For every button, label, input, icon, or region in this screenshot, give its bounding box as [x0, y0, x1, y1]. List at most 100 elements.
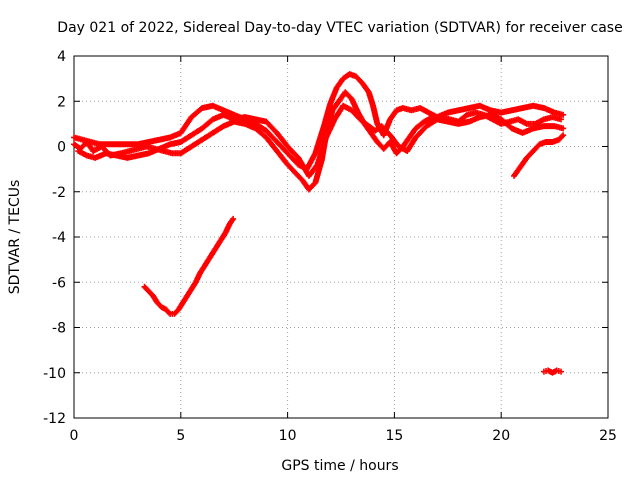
data-point — [190, 134, 193, 136]
data-point — [180, 132, 182, 134]
data-point — [410, 109, 413, 112]
data-point — [316, 163, 319, 166]
data-point — [402, 107, 404, 109]
data-point — [423, 120, 426, 123]
data-point — [212, 252, 214, 254]
y-tick-label: -8 — [52, 321, 66, 337]
data-point — [165, 308, 167, 311]
data-point — [158, 147, 161, 150]
series-track-main-high — [71, 71, 567, 173]
data-point — [222, 109, 225, 112]
data-point — [190, 116, 193, 118]
data-point — [555, 369, 558, 372]
data-point — [81, 138, 84, 141]
data-point — [301, 179, 304, 182]
data-point — [286, 163, 289, 166]
data-point — [395, 152, 398, 155]
data-point — [489, 114, 492, 116]
data-point — [169, 143, 171, 146]
chart-title: Day 021 of 2022, Sidereal Day-to-day VTE… — [57, 20, 622, 36]
data-point — [361, 82, 364, 84]
data-point — [254, 118, 257, 121]
data-point — [560, 118, 562, 121]
data-point — [389, 141, 391, 143]
data-point — [137, 154, 139, 157]
x-axis-label: GPS time / hours — [281, 458, 398, 474]
data-point — [224, 231, 227, 234]
data-point — [201, 138, 203, 141]
data-point — [500, 118, 503, 121]
data-point — [447, 120, 449, 123]
data-point — [207, 258, 210, 261]
data-point — [562, 134, 564, 136]
x-tick-label: 5 — [176, 428, 185, 444]
data-point — [212, 104, 214, 107]
data-point — [308, 175, 310, 177]
data-point — [199, 272, 201, 275]
data-point — [551, 141, 554, 143]
data-point — [229, 222, 231, 225]
x-tick-label: 15 — [385, 428, 403, 444]
data-point — [297, 157, 300, 159]
data-point — [276, 150, 278, 152]
data-point — [382, 134, 385, 136]
data-point — [342, 104, 344, 107]
data-point — [137, 143, 139, 146]
data-point — [553, 111, 556, 114]
y-tick-label: -4 — [52, 230, 66, 246]
data-point — [521, 107, 524, 109]
data-point — [513, 175, 515, 177]
x-tick-label: 25 — [599, 428, 617, 444]
data-point — [333, 118, 336, 121]
data-point — [342, 77, 344, 80]
data-point — [389, 118, 391, 121]
data-point — [147, 290, 150, 293]
y-tick-label: 0 — [57, 140, 66, 156]
y-tick-label: -2 — [52, 185, 66, 201]
data-point — [186, 295, 189, 297]
data-point — [314, 152, 317, 155]
data-point — [276, 141, 278, 143]
data-point — [338, 100, 340, 103]
data-point — [190, 288, 193, 290]
data-point — [370, 132, 372, 134]
data-point — [532, 104, 535, 107]
data-point — [308, 188, 310, 191]
data-point — [180, 141, 182, 143]
data-point — [92, 150, 95, 152]
data-point — [545, 141, 547, 143]
y-tick-label: -12 — [43, 411, 66, 427]
series-track-late-low — [540, 367, 565, 376]
data-point — [212, 118, 214, 121]
data-point — [543, 107, 545, 109]
data-point — [414, 136, 417, 139]
data-point — [447, 111, 449, 114]
data-point — [380, 125, 383, 127]
data-point — [126, 157, 129, 159]
data-point — [201, 127, 203, 130]
data-point — [344, 91, 347, 93]
data-point — [265, 120, 268, 123]
data-point — [419, 107, 421, 109]
y-tick-label: 4 — [57, 49, 66, 65]
data-point — [77, 150, 80, 152]
data-point — [376, 141, 379, 143]
data-point — [511, 109, 513, 112]
data-point — [169, 136, 171, 139]
data-point — [468, 120, 470, 123]
data-point — [86, 154, 88, 157]
data-point — [543, 118, 545, 121]
data-point — [560, 370, 562, 373]
data-point — [350, 109, 353, 112]
data-point — [160, 306, 163, 308]
data-point — [350, 98, 353, 100]
data-point — [98, 143, 101, 146]
data-point — [232, 218, 234, 220]
data-point — [474, 111, 477, 114]
x-tick-label: 0 — [70, 428, 79, 444]
data-point — [355, 75, 357, 78]
x-tick-label: 10 — [279, 428, 297, 444]
data-point — [244, 116, 246, 118]
data-point — [94, 157, 97, 159]
